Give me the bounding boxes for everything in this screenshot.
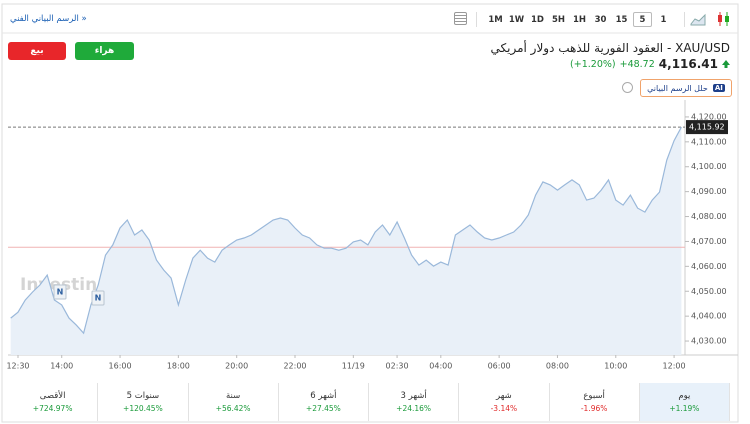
ai-button[interactable]: حلل الرسم البياني AI	[640, 79, 732, 97]
x-tick-label: 04:00	[429, 362, 452, 371]
period-label: سنة	[226, 391, 241, 401]
ai-label: حلل الرسم البياني	[647, 83, 708, 93]
performance-cell[interactable]: 3 أشهر +24.16%	[369, 383, 460, 421]
news-marker	[53, 284, 67, 300]
interval-button[interactable]: 1W	[508, 14, 525, 25]
price: 4,116.41	[658, 57, 718, 71]
interval-button[interactable]: 5	[633, 12, 652, 27]
news-marker	[91, 290, 105, 306]
x-tick-label: 12:00	[663, 362, 686, 371]
separator	[476, 12, 477, 27]
period-label: شهر	[496, 391, 512, 401]
performance-cell[interactable]: أسبوع -1.96%	[550, 383, 640, 421]
period-label: 6 أشهر	[310, 391, 337, 401]
period-change: -1.96%	[580, 404, 608, 413]
period-change: +24.16%	[396, 404, 432, 413]
change-pct: (+1.20%)	[570, 58, 616, 70]
x-tick-label: 02:30	[386, 362, 409, 371]
frame	[1, 3, 739, 423]
period-change: +56.42%	[215, 404, 251, 413]
price-tag-label: 4,115.92	[689, 123, 725, 132]
period-label: يوم	[678, 391, 691, 401]
interval-button[interactable]: 1	[660, 14, 667, 25]
info-icon[interactable]	[622, 82, 633, 93]
x-tick-label: 10:00	[604, 362, 627, 371]
y-tick-label: 4,090.00	[691, 187, 727, 196]
news-marker-label: N	[95, 294, 102, 303]
period-label: الأقصى	[39, 391, 66, 401]
interval-button[interactable]: 15	[615, 14, 628, 25]
period-label: 3 أشهر	[400, 391, 427, 401]
buy-button[interactable]: هراء	[75, 42, 134, 60]
x-tick-label: 12:30	[6, 362, 29, 371]
interval-bar: 1M 1W 1D 5H 1H 30 15 5 1	[486, 12, 673, 27]
x-tick-label: 20:00	[225, 362, 248, 371]
x-tick-label: 08:00	[546, 362, 569, 371]
performance-cell[interactable]: يوم +1.19%	[639, 383, 730, 421]
y-tick-label: 4,110.00	[691, 137, 727, 146]
period-change: -3.14%	[490, 404, 518, 413]
change: +48.72	[619, 58, 655, 70]
x-tick-label: 14:00	[50, 362, 73, 371]
performance-cell[interactable]: 6 أشهر +27.45%	[279, 383, 369, 421]
y-tick-label: 4,080.00	[691, 212, 727, 221]
period-label: أسبوع	[583, 391, 605, 401]
y-tick-label: 4,050.00	[691, 287, 727, 296]
instrument-title: XAU/USD - العقود الفورية للذهب دولار أمر…	[490, 41, 730, 55]
period-change: +724.97%	[32, 404, 73, 413]
x-tick-label: 06:00	[488, 362, 511, 371]
y-tick-label: 4,100.00	[691, 162, 727, 171]
y-tick-label: 4,030.00	[691, 337, 727, 346]
performance-cell[interactable]: شهر -3.14%	[459, 383, 550, 421]
interval-button[interactable]: 30	[594, 14, 607, 25]
area-chart-icon[interactable]	[690, 12, 706, 26]
interval-button[interactable]: 5H	[551, 14, 566, 25]
price-row: (+1.20%) +48.72 4,116.41	[570, 57, 730, 71]
period-change: +120.45%	[123, 404, 163, 413]
performance-cell[interactable]: سنة +56.42%	[189, 383, 279, 421]
news-marker-label: N	[57, 288, 64, 297]
y-tick-label: 4,120.00	[691, 112, 727, 121]
x-tick-label: 22:00	[283, 362, 306, 371]
ai-badge: AI	[712, 84, 725, 92]
area-fill	[10, 127, 682, 355]
x-tick-label: 11/19	[342, 362, 365, 371]
sell-button[interactable]: بيع	[8, 42, 66, 60]
y-tick-label: 4,070.00	[691, 237, 727, 246]
period-change: +27.45%	[305, 404, 341, 413]
technical-link[interactable]: الرسم البياني الفني »	[10, 14, 87, 24]
up-arrow	[722, 60, 730, 68]
interval-button[interactable]: 1D	[531, 14, 544, 25]
calendar-icon[interactable]	[454, 12, 467, 25]
interval-button[interactable]: 1M	[488, 14, 503, 25]
price-tag	[686, 120, 728, 135]
candle-icon[interactable]	[716, 11, 732, 27]
period-label: 5 سنوات	[126, 391, 160, 401]
performance-cell[interactable]: الأقصى +724.97%	[8, 383, 99, 421]
y-tick-label: 4,060.00	[691, 262, 727, 271]
x-tick-label: 16:00	[109, 362, 132, 371]
interval-button[interactable]: 1H	[572, 14, 587, 25]
period-change: +1.19%	[669, 404, 700, 413]
x-tick-label: 18:00	[167, 362, 190, 371]
price-line	[10, 126, 682, 335]
y-tick-label: 4,040.00	[691, 312, 727, 321]
performance-cell[interactable]: 5 سنوات +120.45%	[98, 383, 189, 421]
separator	[684, 12, 685, 27]
